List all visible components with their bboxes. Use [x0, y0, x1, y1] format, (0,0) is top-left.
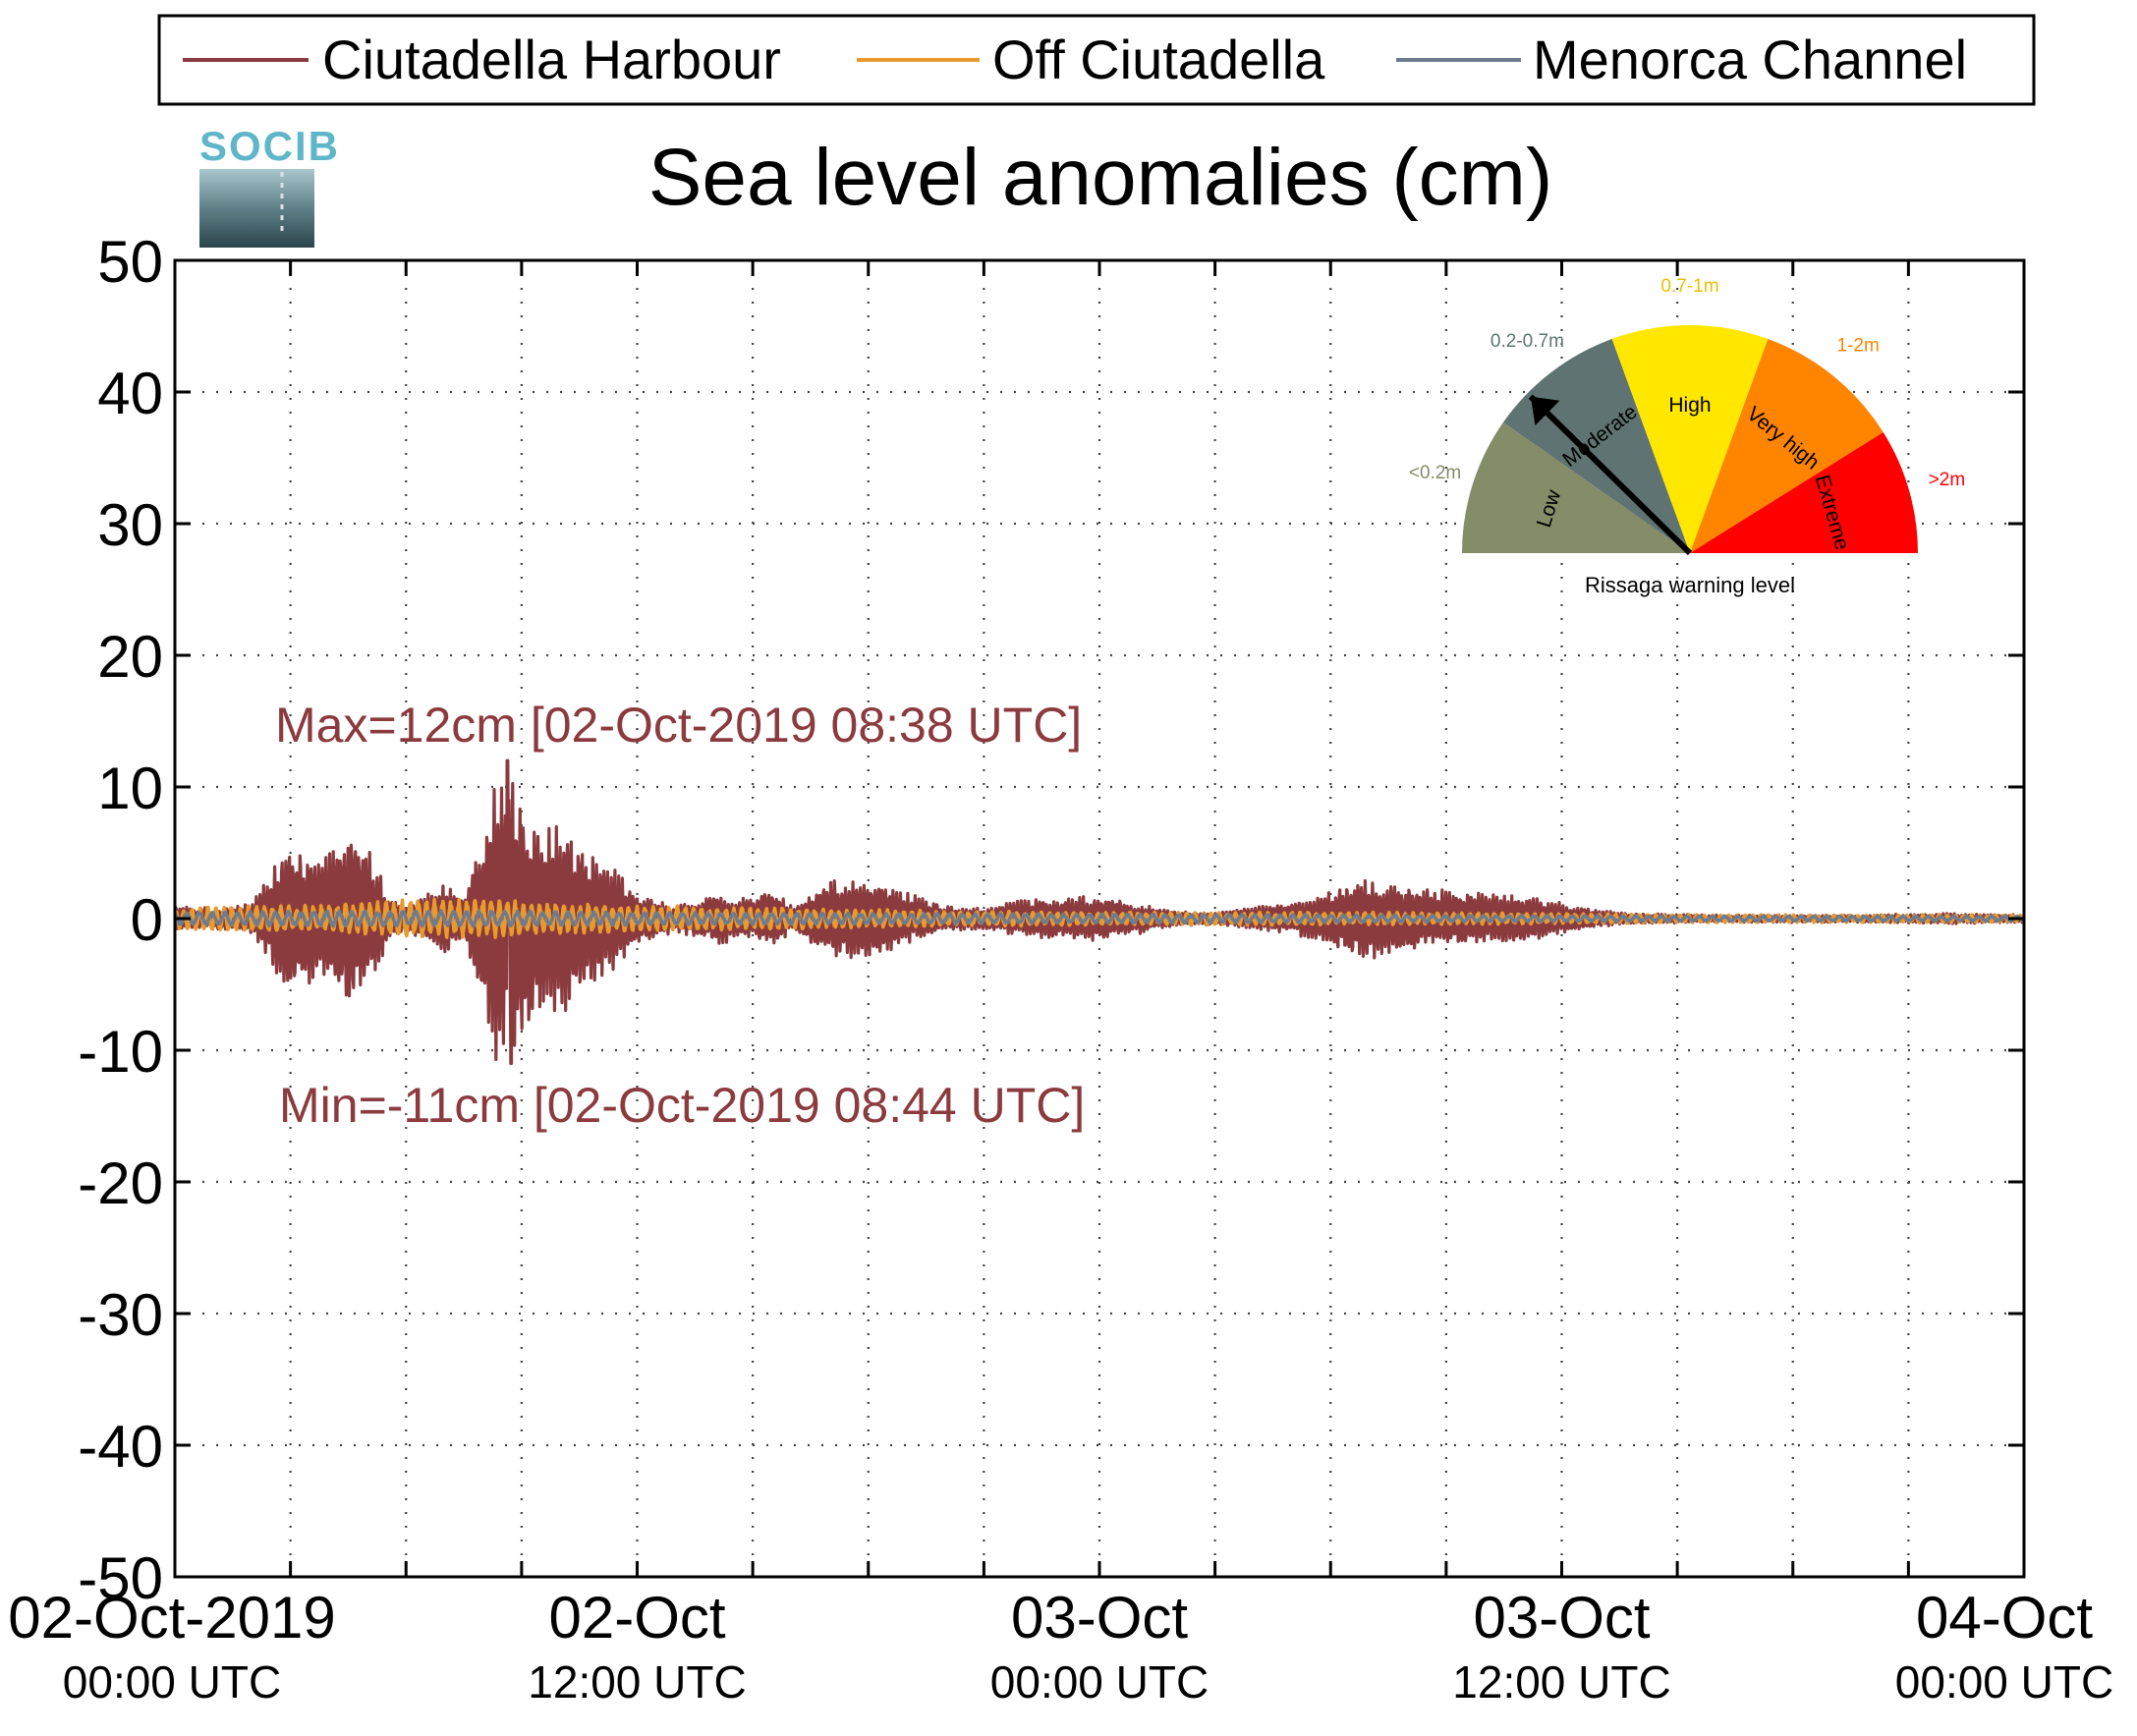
gauge-segment-very-high	[1690, 338, 1884, 553]
x-tick-label-time: 00:00 UTC	[1895, 1656, 2113, 1708]
chart-title: Sea level anomalies (cm)	[648, 133, 1553, 222]
socib-logo: SOCIB	[199, 123, 340, 248]
x-tick-label-time: 00:00 UTC	[63, 1656, 281, 1708]
legend-box	[157, 14, 2036, 106]
y-tick-label: 0	[131, 887, 163, 953]
x-tick-label-time: 12:00 UTC	[528, 1656, 746, 1708]
gauge-segment-moderate	[1502, 338, 1690, 553]
legend-label-ciutadella-harbour: Ciutadella Harbour	[322, 28, 781, 90]
gauge-caption: Rissaga warning level	[1585, 573, 1795, 597]
series-line-menorca-channel	[173, 909, 2026, 928]
y-tick-label: 10	[97, 756, 163, 821]
x-tick-label-date: 04-Oct	[1916, 1585, 2093, 1651]
y-tick-label: -40	[78, 1414, 163, 1480]
gauge-range-label: >2m	[1929, 470, 1966, 490]
x-tick-label-time: 00:00 UTC	[990, 1656, 1209, 1708]
x-tick-label-date: 03-Oct	[1011, 1585, 1188, 1651]
gauge-needle	[1528, 394, 1693, 556]
x-tick-label-date: 03-Oct	[1473, 1585, 1650, 1651]
socib-logo-text: SOCIB	[199, 123, 340, 169]
y-tick-label: -50	[78, 1545, 163, 1611]
gauge-range-label: 0.2-0.7m	[1490, 331, 1564, 352]
gauge-segment-high	[1611, 325, 1769, 553]
y-tick-label: 40	[97, 361, 163, 426]
x-tick-label-date: 02-Oct	[548, 1585, 725, 1651]
legend: Ciutadella Harbour Off Ciutadella Menorc…	[157, 14, 2036, 106]
gauge-needle-head	[1530, 396, 1560, 426]
gauge-range-label: <0.2m	[1409, 463, 1461, 483]
min-annotation: Min=-11cm [02-Oct-2019 08:44 UTC]	[279, 1078, 1085, 1133]
gauge-segment-low	[1462, 421, 1690, 553]
max-annotation: Max=12cm [02-Oct-2019 08:38 UTC]	[275, 698, 1082, 753]
series-lines	[173, 758, 2026, 1066]
legend-label-menorca-channel: Menorca Channel	[1533, 28, 1967, 90]
gauge-range-label: 1-2m	[1837, 336, 1880, 357]
gauge-segment-label: High	[1668, 394, 1711, 417]
x-tick-label-time: 12:00 UTC	[1452, 1656, 1670, 1708]
y-tick-label: 20	[97, 624, 163, 690]
x-tick-label-date: 02-Oct-2019	[8, 1585, 336, 1651]
y-tick-label: -10	[78, 1019, 163, 1085]
y-tick-label: 30	[97, 492, 163, 558]
y-tick-label: -20	[78, 1150, 163, 1216]
socib-logo-wave	[199, 169, 314, 248]
y-tick-label: 50	[97, 229, 163, 295]
y-axis: 50 40 30 20 10 0 -10 -20 -30 -40 -50	[78, 229, 2024, 1611]
gauge-range-label: 0.7-1m	[1660, 276, 1718, 297]
legend-label-off-ciutadella: Off Ciutadella	[992, 28, 1325, 90]
y-tick-label: -30	[78, 1282, 163, 1348]
gauge-segment-extreme	[1690, 432, 1918, 553]
